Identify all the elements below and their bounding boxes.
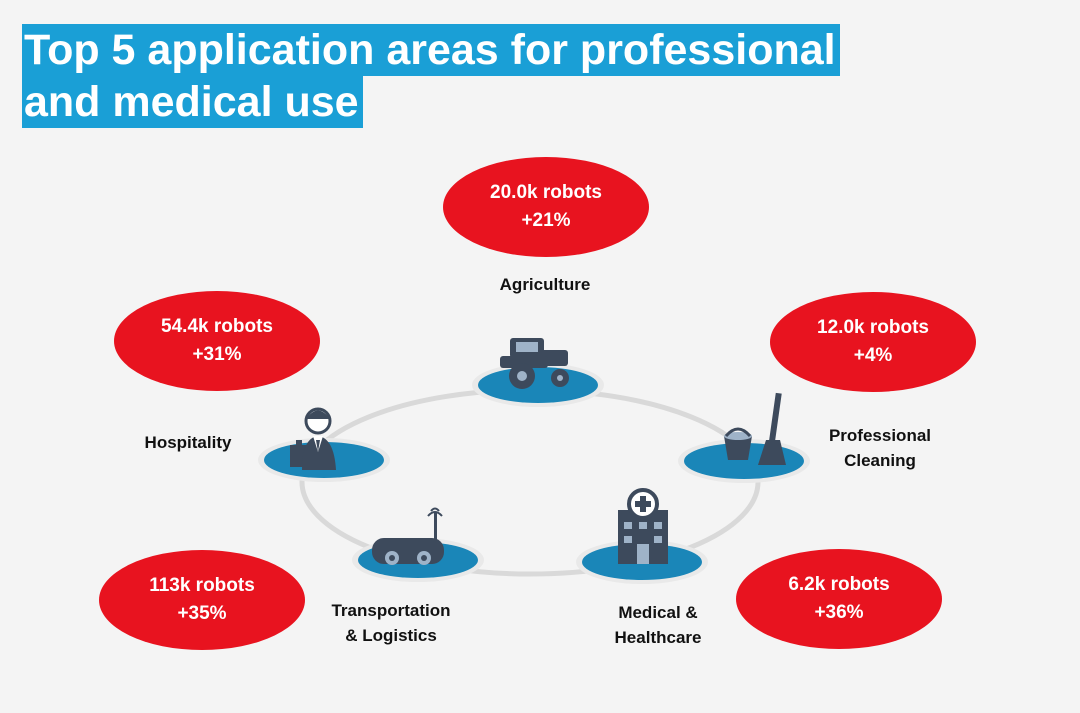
agriculture-robots: 20.0k robots <box>490 182 602 203</box>
professional-cleaning-robots: 12.0k robots <box>817 317 929 338</box>
label-medical-healthcare: Medical & Healthcare <box>614 603 702 647</box>
page-title-line-1: Top 5 application areas for professional <box>22 24 840 76</box>
hospital-building-icon <box>618 488 668 564</box>
tractor-icon <box>500 338 569 389</box>
bubble-transportation-logistics: 113k robots +35% <box>99 550 305 650</box>
hospitality-growth: +31% <box>192 344 242 365</box>
hospitality-robots: 54.4k robots <box>161 316 273 337</box>
label-professional-cleaning: Professional Cleaning <box>828 426 932 470</box>
bubble-professional-cleaning: 12.0k robots +4% <box>770 292 976 392</box>
delivery-robot-icon <box>372 507 444 565</box>
bubble-medical-healthcare: 6.2k robots +36% <box>736 549 942 649</box>
medical-healthcare-growth: +36% <box>814 602 864 623</box>
bubble-agriculture: 20.0k robots +21% <box>443 157 649 257</box>
transportation-logistics-robots: 113k robots <box>149 575 255 596</box>
label-hospitality: Hospitality <box>144 433 232 452</box>
label-agriculture: Agriculture <box>499 275 591 294</box>
medical-healthcare-robots: 6.2k robots <box>788 574 890 595</box>
service-person-icon <box>290 407 336 470</box>
platform-agriculture <box>472 363 604 407</box>
page-title-line-2: and medical use <box>22 76 363 128</box>
cleaning-bucket-mop-icon <box>724 392 786 465</box>
bubble-hospitality: 54.4k robots +31% <box>114 291 320 391</box>
agriculture-growth: +21% <box>521 210 571 231</box>
transportation-logistics-growth: +35% <box>177 603 227 624</box>
label-transportation-logistics: Transportation & Logistics <box>331 601 451 645</box>
professional-cleaning-growth: +4% <box>853 345 893 366</box>
